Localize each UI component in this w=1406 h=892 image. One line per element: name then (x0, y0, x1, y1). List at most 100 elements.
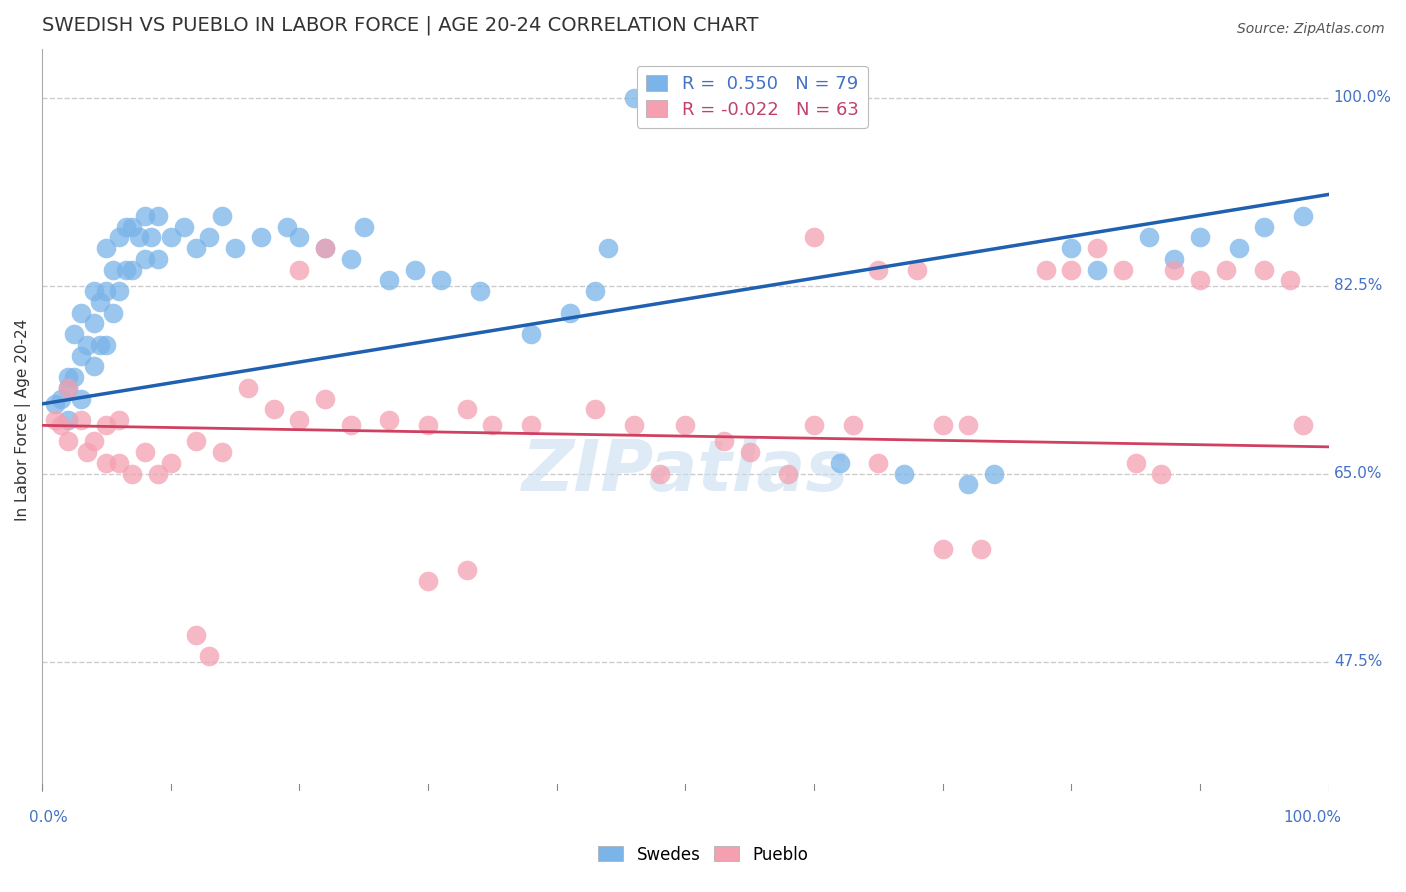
Point (83, 359, 105, 374)
Point (778, 91, 800, 105)
Point (211, 445, 233, 459)
Point (456, 563, 478, 577)
Point (186, 241, 208, 255)
Point (1279, 273, 1302, 287)
Point (803, 418, 825, 433)
Point (970, 541, 993, 556)
Point (481, 418, 503, 433)
Point (673, 418, 696, 433)
Point (1215, 262, 1237, 277)
Point (648, 91, 671, 105)
Point (56, 381, 79, 395)
Point (1253, 262, 1275, 277)
Point (583, 284, 606, 298)
Point (276, 219, 298, 234)
Point (114, 262, 136, 277)
Text: 82.5%: 82.5% (1334, 278, 1382, 293)
Point (841, 418, 863, 433)
Point (1163, 262, 1185, 277)
Point (186, 434, 208, 449)
Point (1253, 219, 1275, 234)
Point (173, 219, 195, 234)
Point (198, 649, 221, 664)
Text: 0.0%: 0.0% (30, 810, 67, 825)
Point (1292, 209, 1315, 223)
Point (83, 284, 105, 298)
Point (51, 392, 73, 406)
Point (134, 252, 156, 266)
Point (520, 327, 543, 342)
Point (83, 434, 105, 449)
Point (713, 434, 735, 449)
Point (236, 381, 259, 395)
Point (868, 456, 890, 470)
Point (69, 392, 91, 406)
Point (56, 413, 79, 427)
Point (430, 273, 453, 287)
Point (661, 91, 683, 105)
Point (96, 284, 118, 298)
Point (186, 628, 208, 642)
Point (738, 445, 761, 459)
Point (1112, 262, 1135, 277)
Point (765, 91, 787, 105)
Point (56, 370, 79, 384)
Point (983, 467, 1005, 481)
Point (211, 209, 233, 223)
Point (44, 413, 66, 427)
Point (778, 467, 800, 481)
Point (353, 219, 375, 234)
Point (688, 91, 710, 105)
Point (159, 230, 181, 244)
Legend: Swedes, Pueblo: Swedes, Pueblo (592, 839, 814, 871)
Point (101, 305, 124, 319)
Text: Source: ZipAtlas.com: Source: ZipAtlas.com (1237, 22, 1385, 37)
Text: 65.0%: 65.0% (1334, 467, 1382, 481)
Point (121, 262, 143, 277)
Point (700, 91, 723, 105)
Point (803, 230, 825, 244)
Point (198, 230, 221, 244)
Point (1227, 241, 1250, 255)
Point (314, 241, 336, 255)
Point (69, 349, 91, 363)
Point (1137, 230, 1160, 244)
Point (76, 445, 98, 459)
Point (146, 467, 169, 481)
Point (146, 209, 169, 223)
Point (1085, 241, 1108, 255)
Point (108, 456, 131, 470)
Point (96, 338, 118, 352)
Point (96, 456, 118, 470)
Point (314, 241, 336, 255)
Point (828, 456, 851, 470)
Point (146, 252, 169, 266)
Text: 47.5%: 47.5% (1334, 654, 1382, 669)
Point (1188, 273, 1211, 287)
Point (340, 252, 363, 266)
Point (931, 541, 953, 556)
Point (957, 477, 980, 491)
Point (288, 413, 311, 427)
Point (1163, 252, 1185, 266)
Point (416, 418, 439, 433)
Point (44, 397, 66, 411)
Point (713, 91, 735, 105)
Point (250, 230, 273, 244)
Point (63, 370, 86, 384)
Point (224, 241, 246, 255)
Point (520, 418, 543, 433)
Point (114, 219, 136, 234)
Point (673, 91, 696, 105)
Point (83, 316, 105, 330)
Point (159, 456, 181, 470)
Point (314, 392, 336, 406)
Point (648, 467, 671, 481)
Point (69, 305, 91, 319)
Point (121, 219, 143, 234)
Point (1035, 262, 1057, 277)
Point (636, 91, 658, 105)
Point (1188, 230, 1211, 244)
Point (89, 294, 111, 309)
Point (108, 413, 131, 427)
